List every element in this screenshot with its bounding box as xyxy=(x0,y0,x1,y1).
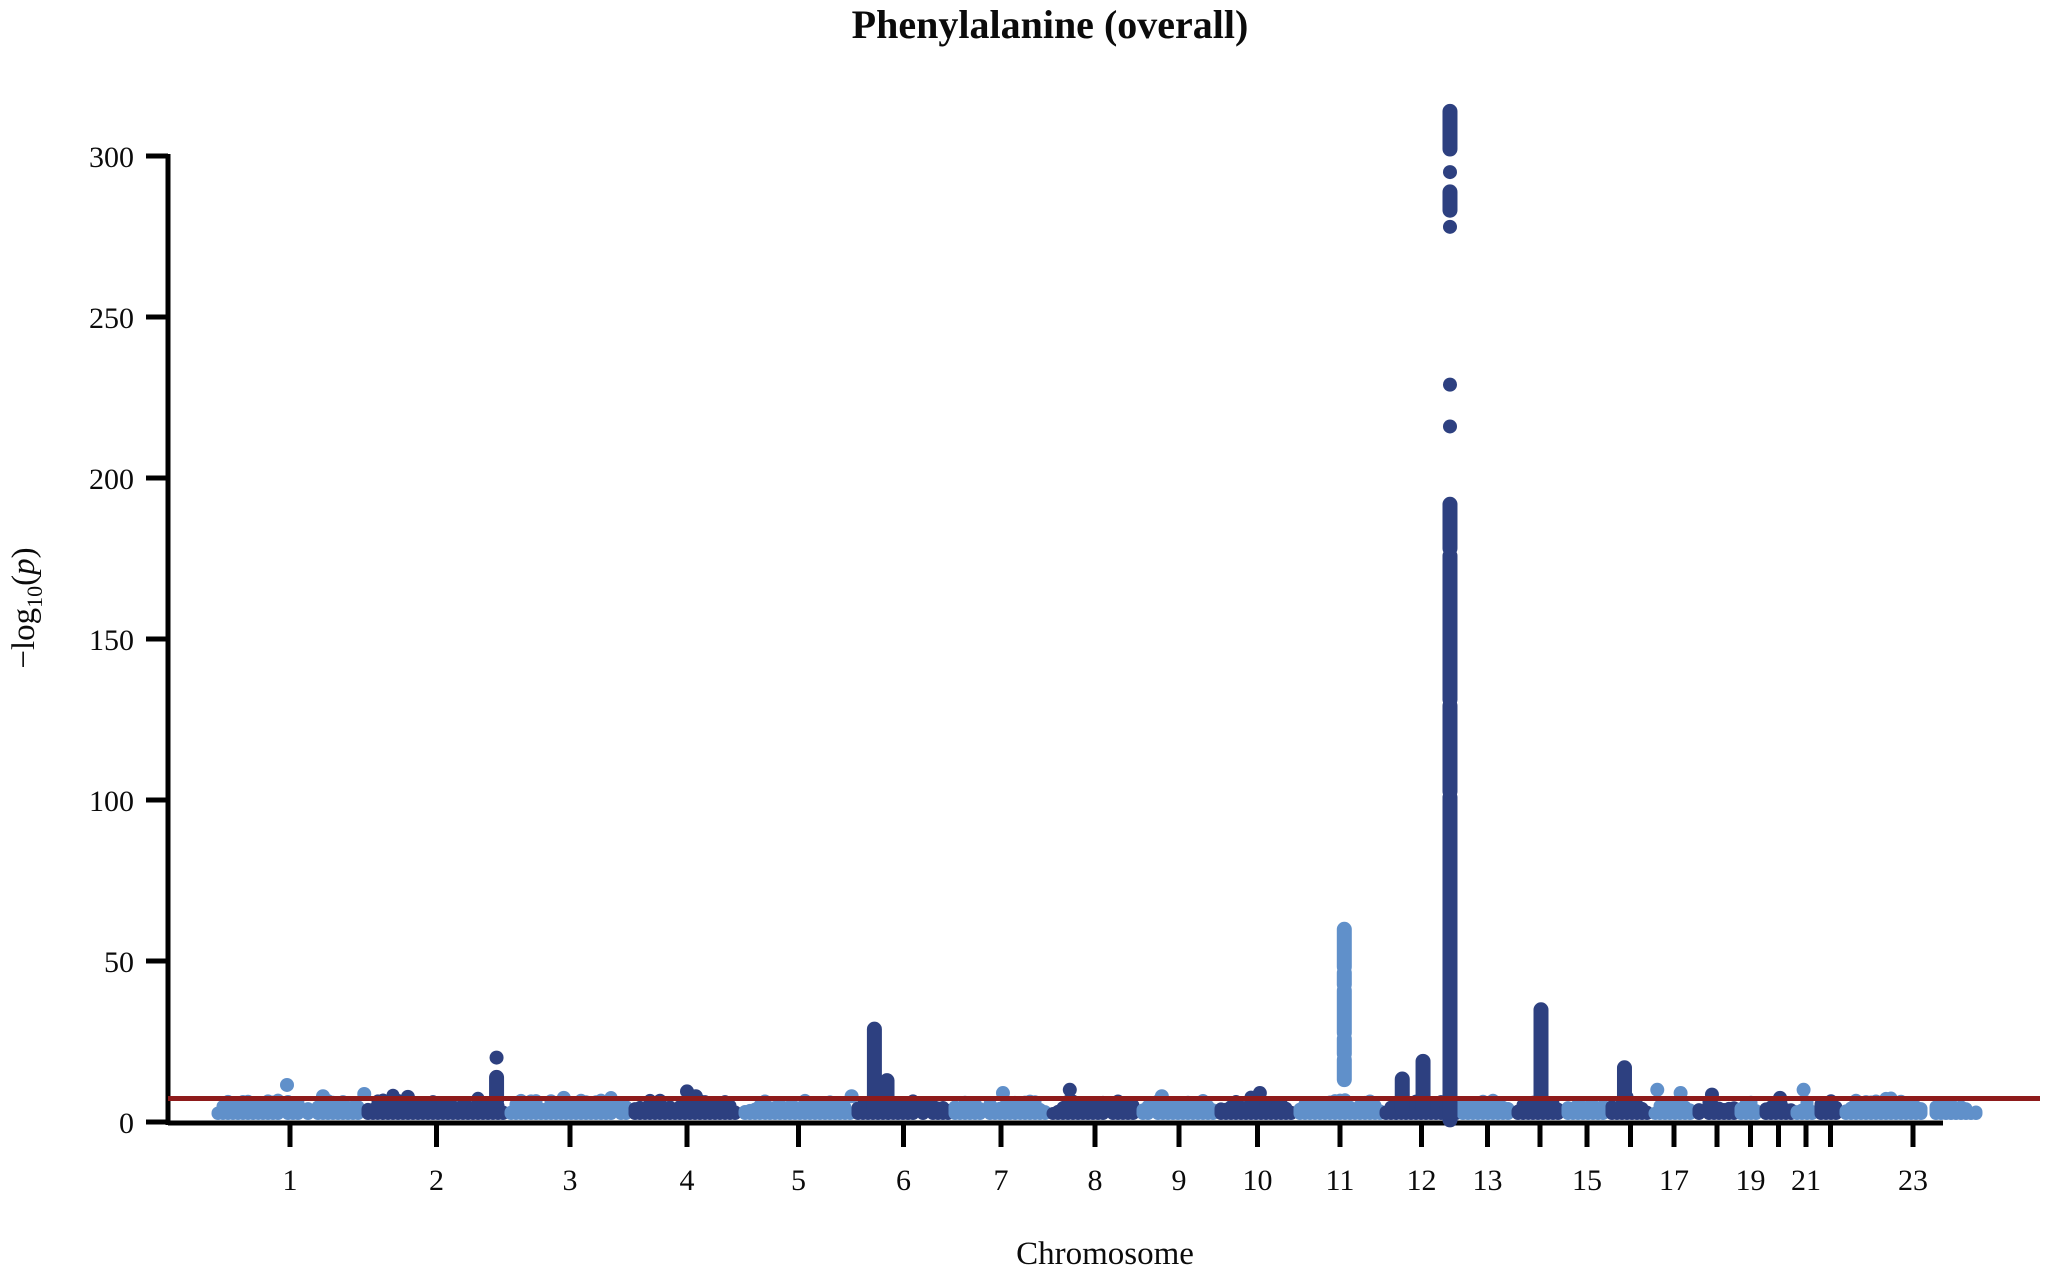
chr5-points xyxy=(738,1093,857,1120)
x-tick-label-chr21: 21 xyxy=(1791,1164,1821,1197)
chr16-points xyxy=(1605,1090,1654,1120)
y-axis-title-prefix: −log xyxy=(6,608,42,669)
x-tick-label-chr19: 19 xyxy=(1736,1164,1766,1197)
y-axis-title-p: p xyxy=(6,558,42,577)
snp-point-cluster xyxy=(916,1096,930,1120)
chr12-peak-column xyxy=(1394,1071,1410,1117)
x-tick-label-chr3: 3 xyxy=(563,1164,578,1197)
chr17-peak-point xyxy=(1650,1082,1665,1097)
y-tick-label: 150 xyxy=(89,624,134,657)
x-tick-label-chr2: 2 xyxy=(429,1164,444,1197)
chr12-peak-point xyxy=(1442,377,1457,392)
chr18-points xyxy=(1692,1094,1741,1120)
chr17-points xyxy=(1648,1096,1697,1120)
snp-point-cluster xyxy=(1829,1100,1843,1120)
snp-point-cluster xyxy=(973,1102,987,1120)
chr19-points xyxy=(1734,1095,1763,1120)
x-tick-label-chr9: 9 xyxy=(1172,1164,1187,1197)
y-axis-title-subscript: 10 xyxy=(22,586,47,608)
chr11-peak-column xyxy=(1336,982,1352,1041)
y-tick-label: 100 xyxy=(89,785,134,818)
snp-point-cluster xyxy=(1914,1102,1928,1120)
x-tick-label-chr12: 12 xyxy=(1407,1164,1437,1197)
x-tick-label-chr23: 23 xyxy=(1898,1164,1928,1197)
snp-point-cluster xyxy=(1969,1105,1983,1120)
chr12-peak-point xyxy=(1442,165,1457,180)
x-tick-label-chr4: 4 xyxy=(680,1164,695,1197)
snp-point-cluster xyxy=(351,1100,365,1120)
x-tick-label-chr15: 15 xyxy=(1572,1164,1602,1197)
snp-point-cluster xyxy=(1141,1099,1155,1120)
chr21-points xyxy=(1790,1095,1819,1120)
chr8-peak-point xyxy=(1062,1082,1077,1097)
chr6-peak-column xyxy=(879,1073,895,1117)
x-tick-label-chr13: 13 xyxy=(1473,1164,1503,1197)
snp-point-cluster xyxy=(1501,1101,1515,1120)
chr15-points xyxy=(1561,1097,1610,1120)
snp-point-cluster xyxy=(1126,1098,1140,1120)
chr2-peak-point xyxy=(489,1050,504,1065)
y-tick-label: 0 xyxy=(119,1107,134,1140)
chr12-peak-column xyxy=(1442,103,1458,157)
x-tick-label-chr6: 6 xyxy=(896,1164,911,1197)
chr21-peak-point xyxy=(1796,1082,1811,1097)
snp-point-cluster xyxy=(1096,1095,1110,1120)
chr1-points xyxy=(211,1093,365,1120)
chr10-points xyxy=(1214,1090,1298,1120)
snp-point-cluster xyxy=(728,1105,742,1120)
x-axis-title: Chromosome xyxy=(1016,1236,1194,1272)
x-tick-label-chr5: 5 xyxy=(791,1164,806,1197)
chr23-points xyxy=(1839,1091,1983,1120)
x-tick-label-chr7: 7 xyxy=(994,1164,1009,1197)
chr12-peak-column xyxy=(1442,789,1458,1128)
chr12-peak-column xyxy=(1415,1053,1431,1117)
chr7-points xyxy=(948,1094,1052,1120)
y-tick-label: 300 xyxy=(89,141,134,174)
chr16-peak-column xyxy=(1616,1060,1632,1117)
chr6-peak-column xyxy=(866,1021,882,1117)
chr12-peak-point xyxy=(1442,219,1457,234)
chart-title: Phenylalanine (overall) xyxy=(852,2,1249,47)
chr11-peak-column xyxy=(1336,921,1352,975)
chr12-peak-column xyxy=(1442,184,1458,218)
chr12-peak-point xyxy=(1442,419,1457,434)
y-axis-title-close-paren: ) xyxy=(6,547,42,558)
y-tick-label: 200 xyxy=(89,463,134,496)
chr2-peak-column xyxy=(489,1069,505,1109)
x-tick-label-chr1: 1 xyxy=(283,1164,298,1197)
x-tick-label-chr10: 10 xyxy=(1243,1164,1273,1197)
x-tick-label-chr17: 17 xyxy=(1659,1164,1689,1197)
y-axis-title-open-paren: ( xyxy=(6,575,42,586)
x-tick-label-chr11: 11 xyxy=(1326,1164,1355,1197)
x-tick-label-chr8: 8 xyxy=(1088,1164,1103,1197)
snp-point-cluster xyxy=(1692,1103,1706,1120)
y-tick-label: 250 xyxy=(89,302,134,335)
chr1-peak-point xyxy=(280,1077,294,1092)
y-tick-label: 50 xyxy=(104,946,134,979)
snp-point-cluster xyxy=(1749,1104,1763,1120)
snp-point-cluster xyxy=(291,1096,305,1120)
chr12-peak-column xyxy=(1442,496,1458,556)
snp-point-cluster xyxy=(1551,1102,1565,1120)
chr2-points xyxy=(361,1088,510,1120)
snp-point-cluster xyxy=(301,1102,315,1120)
chr14-peak-column xyxy=(1533,1002,1549,1117)
chr12-peak-column xyxy=(1442,548,1458,708)
chr12-peak-column xyxy=(1442,698,1458,799)
chr11-peak-column xyxy=(1336,1052,1352,1088)
y-axis-title: −log10(p) xyxy=(6,547,47,668)
